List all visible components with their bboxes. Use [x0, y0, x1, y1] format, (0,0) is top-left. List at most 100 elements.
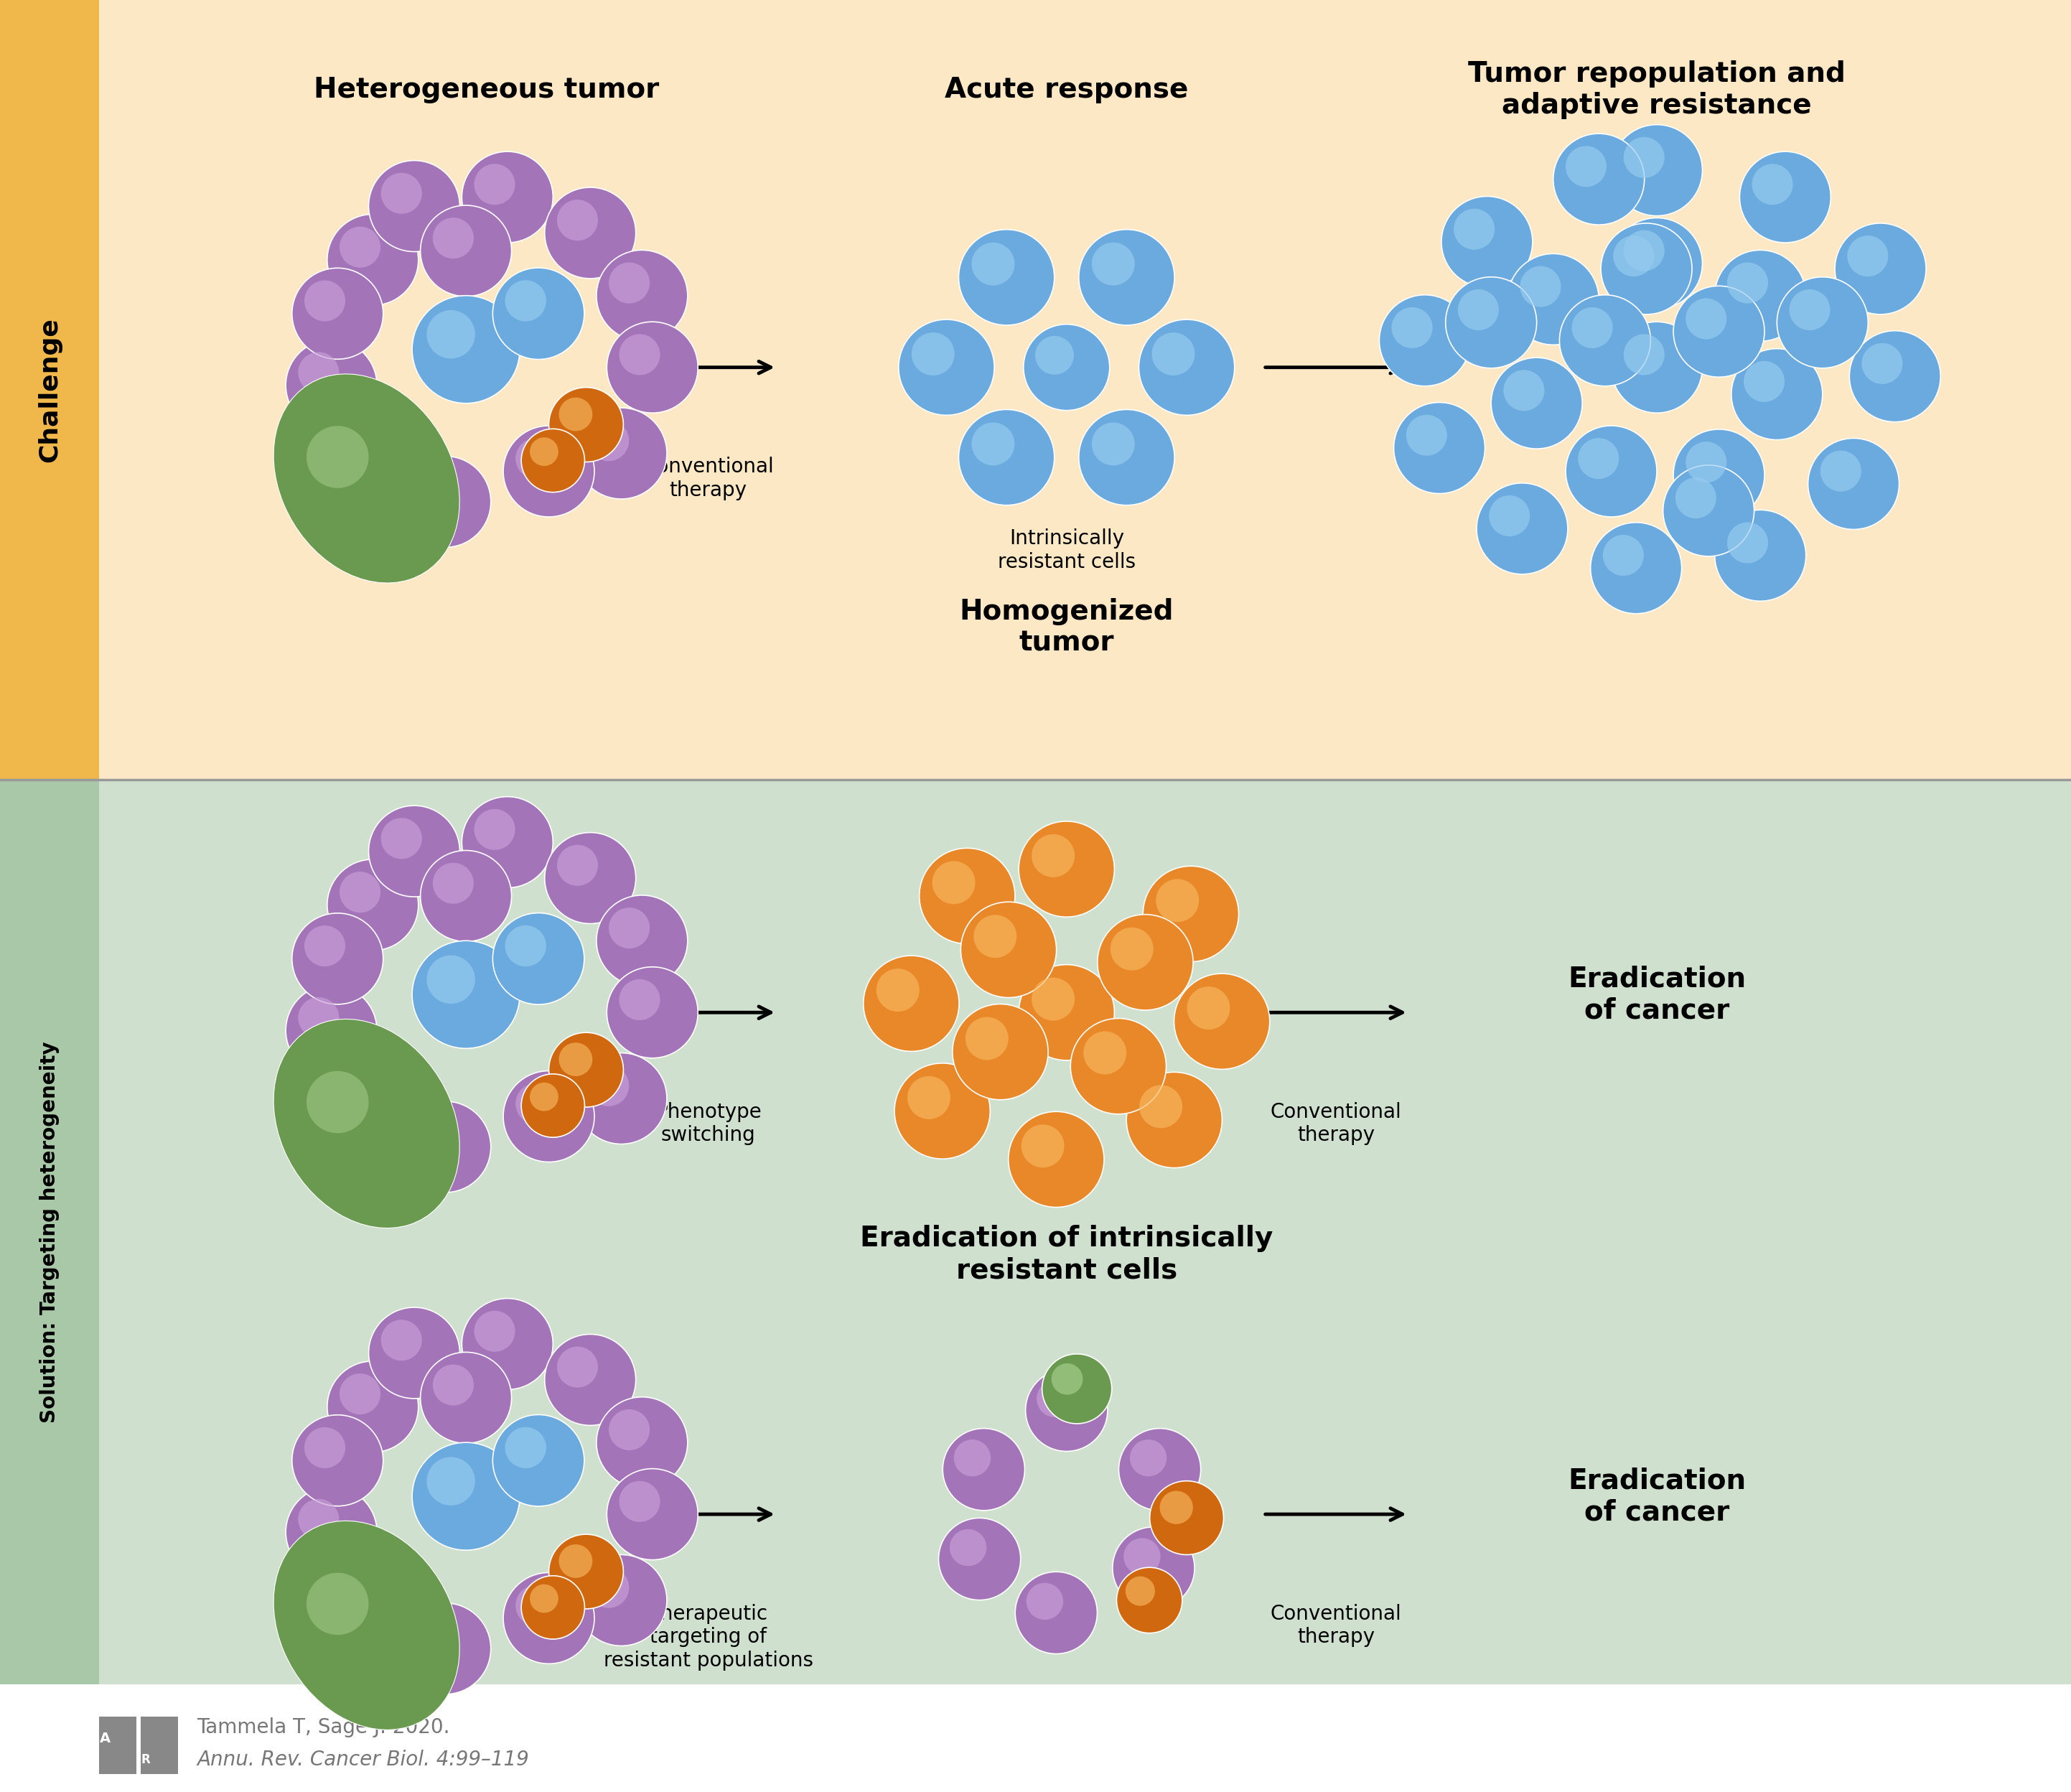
Ellipse shape [1174, 973, 1270, 1070]
Ellipse shape [1603, 534, 1644, 575]
Ellipse shape [433, 1364, 474, 1405]
Ellipse shape [340, 419, 381, 461]
Ellipse shape [1591, 523, 1682, 613]
Ellipse shape [1686, 441, 1727, 482]
Ellipse shape [1624, 229, 1665, 271]
Ellipse shape [292, 914, 383, 1004]
Ellipse shape [516, 437, 557, 478]
Ellipse shape [505, 1426, 547, 1468]
Ellipse shape [596, 896, 688, 986]
Ellipse shape [530, 1082, 559, 1111]
Ellipse shape [1715, 511, 1806, 600]
Ellipse shape [286, 986, 377, 1075]
Ellipse shape [1727, 521, 1769, 563]
Ellipse shape [545, 188, 636, 278]
Ellipse shape [1835, 224, 1926, 314]
Ellipse shape [932, 862, 975, 905]
Ellipse shape [1675, 477, 1717, 518]
Bar [93, 780, 2071, 1684]
Ellipse shape [907, 1077, 951, 1120]
Text: Solution: Targeting heterogeneity: Solution: Targeting heterogeneity [39, 1041, 60, 1423]
Ellipse shape [503, 426, 594, 516]
Ellipse shape [400, 457, 491, 547]
Ellipse shape [1477, 484, 1568, 573]
Ellipse shape [1489, 495, 1530, 536]
Ellipse shape [864, 955, 959, 1052]
Ellipse shape [462, 797, 553, 887]
Ellipse shape [1019, 821, 1114, 918]
Ellipse shape [1125, 1538, 1160, 1575]
Ellipse shape [559, 1043, 592, 1077]
Ellipse shape [1578, 437, 1620, 478]
Ellipse shape [1520, 265, 1562, 306]
Ellipse shape [340, 1373, 381, 1414]
Ellipse shape [462, 152, 553, 242]
Ellipse shape [412, 296, 520, 403]
Ellipse shape [1038, 1380, 1073, 1417]
Ellipse shape [412, 1615, 454, 1656]
Ellipse shape [327, 215, 418, 305]
Ellipse shape [292, 1416, 383, 1505]
Ellipse shape [619, 1480, 661, 1521]
Ellipse shape [961, 901, 1056, 998]
Ellipse shape [1392, 306, 1433, 348]
Ellipse shape [1446, 278, 1537, 367]
Ellipse shape [576, 1054, 667, 1143]
Ellipse shape [1110, 928, 1154, 971]
Ellipse shape [1083, 1032, 1127, 1075]
Bar [93, 0, 2071, 780]
Ellipse shape [327, 1054, 418, 1143]
Text: Conventional
therapy: Conventional therapy [1270, 1102, 1402, 1145]
Ellipse shape [1151, 333, 1195, 376]
Ellipse shape [273, 1020, 460, 1228]
Ellipse shape [340, 1064, 381, 1106]
Ellipse shape [1156, 880, 1199, 923]
Ellipse shape [1491, 358, 1582, 448]
Ellipse shape [596, 251, 688, 340]
Ellipse shape [576, 409, 667, 498]
Ellipse shape [938, 1518, 1021, 1600]
Ellipse shape [1740, 152, 1831, 242]
Ellipse shape [516, 1082, 557, 1124]
Ellipse shape [298, 351, 340, 392]
Ellipse shape [1458, 289, 1499, 330]
Ellipse shape [1673, 287, 1764, 376]
Ellipse shape [1023, 324, 1110, 410]
Ellipse shape [619, 333, 661, 375]
Text: A: A [99, 1731, 110, 1745]
Ellipse shape [576, 1555, 667, 1645]
Ellipse shape [522, 1073, 584, 1138]
Ellipse shape [273, 375, 460, 582]
Ellipse shape [1441, 197, 1533, 287]
Ellipse shape [505, 280, 547, 321]
Ellipse shape [298, 996, 340, 1038]
Ellipse shape [1025, 1369, 1108, 1452]
Ellipse shape [503, 1072, 594, 1161]
Text: Therapeutic
targeting of
resistant populations: Therapeutic targeting of resistant popul… [603, 1604, 814, 1670]
Ellipse shape [1663, 466, 1754, 556]
Ellipse shape [559, 398, 592, 432]
Ellipse shape [955, 1439, 990, 1477]
Ellipse shape [911, 333, 955, 376]
Ellipse shape [1143, 866, 1238, 962]
Ellipse shape [1118, 1428, 1201, 1511]
Ellipse shape [1611, 125, 1702, 215]
Ellipse shape [427, 955, 474, 1004]
Ellipse shape [433, 217, 474, 258]
Ellipse shape [1139, 319, 1234, 416]
Ellipse shape [899, 319, 994, 416]
Text: Phenotype
switching: Phenotype switching [654, 1102, 762, 1145]
Ellipse shape [557, 1346, 599, 1387]
Ellipse shape [340, 226, 381, 267]
Ellipse shape [327, 409, 418, 498]
Ellipse shape [1727, 262, 1769, 303]
Ellipse shape [1613, 235, 1655, 276]
Ellipse shape [474, 808, 516, 849]
Ellipse shape [1454, 208, 1495, 249]
Ellipse shape [400, 1102, 491, 1192]
Ellipse shape [530, 437, 559, 466]
Ellipse shape [1379, 296, 1470, 385]
Text: Homogenized
tumor: Homogenized tumor [959, 599, 1174, 656]
Text: Eradication of intrinsically
resistant cells: Eradication of intrinsically resistant c… [859, 1226, 1274, 1283]
Ellipse shape [1116, 1568, 1183, 1633]
